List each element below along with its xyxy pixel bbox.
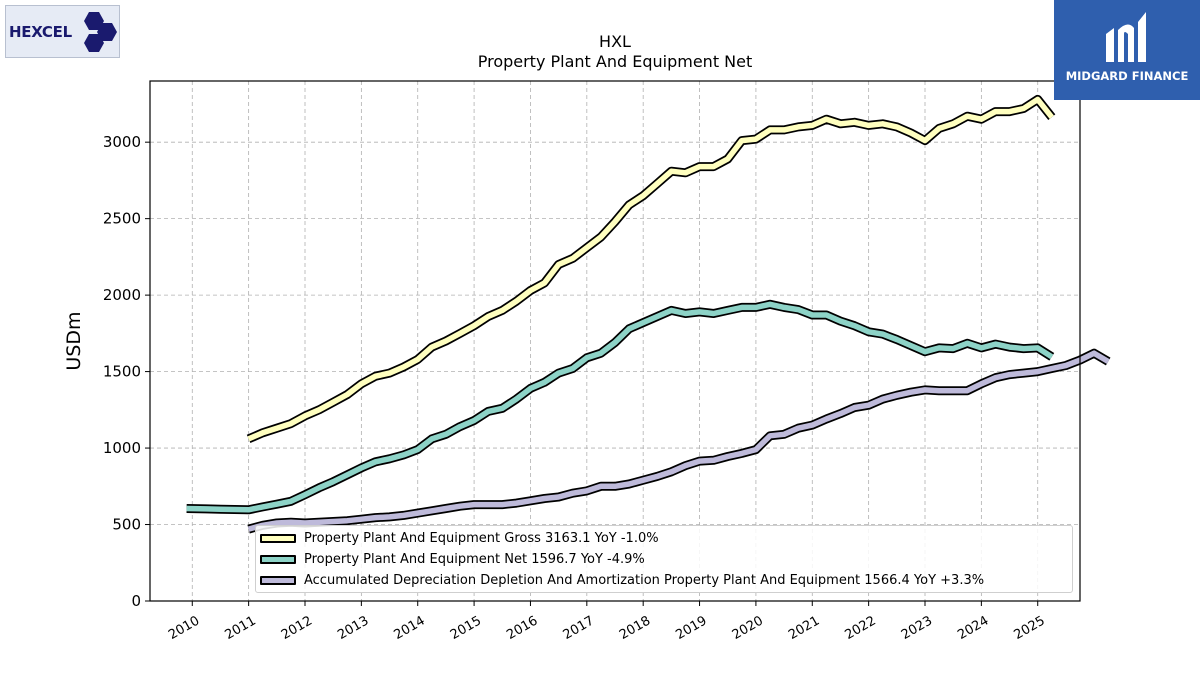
midgard-finance-logo: MIDGARD FINANCE <box>1054 0 1200 100</box>
y-tick-label: 2500 <box>103 210 141 228</box>
x-ticks: 2010 2011 2012 2013 2014 2015 2016 2017 2018 2019… <box>166 601 1048 643</box>
x-tick-label: 2023 <box>899 613 935 643</box>
legend-label: Property Plant And Equipment Net 1596.7 … <box>304 551 645 567</box>
legend-item: Accumulated Depreciation Depletion And A… <box>260 570 984 590</box>
x-tick-label: 2014 <box>392 613 428 643</box>
x-tick-label: 2016 <box>504 613 540 643</box>
series-line-2 <box>247 348 1111 534</box>
x-tick-label: 2018 <box>617 613 653 643</box>
x-tick-label: 2017 <box>561 613 597 643</box>
x-tick-label: 2012 <box>279 613 315 643</box>
hexcel-logo: HEXCEL <box>5 5 120 58</box>
y-axis-label: USDm <box>63 311 85 370</box>
y-tick-label: 3000 <box>103 133 141 151</box>
hexagon-cluster-icon <box>84 12 117 52</box>
legend-swatch-depreciation <box>260 575 296 585</box>
x-tick-label: 2011 <box>222 613 258 643</box>
legend-label: Accumulated Depreciation Depletion And A… <box>304 572 985 588</box>
y-tick-label: 1500 <box>103 363 141 381</box>
x-tick-label: 2022 <box>842 613 878 643</box>
x-tick-label: 2015 <box>448 613 484 643</box>
y-tick-label: 1000 <box>103 439 141 457</box>
chart-title-block: HXL Property Plant And Equipment Net <box>150 32 1080 72</box>
y-tick-label: 2000 <box>103 286 141 304</box>
x-tick-label: 2021 <box>786 613 822 643</box>
series-line-0 <box>246 94 1056 444</box>
series-stroke <box>247 350 1110 532</box>
legend-swatch-gross <box>260 533 296 543</box>
x-tick-label: 2024 <box>955 613 991 643</box>
y-ticks: 0 500 1000 1500 2000 2500 3000 <box>103 133 150 610</box>
plot-frame <box>149 80 1081 602</box>
x-tick-label: 2013 <box>335 613 371 643</box>
chart-title: HXL <box>599 32 631 51</box>
series-lines <box>186 94 1111 534</box>
grid <box>150 81 1080 602</box>
legend-swatch-net <box>260 554 296 564</box>
series-stroke <box>247 96 1054 442</box>
x-tick-label: 2010 <box>166 613 202 643</box>
y-tick-label: 500 <box>112 516 141 534</box>
series-stroke <box>186 301 1054 513</box>
legend: Property Plant And Equipment Gross 3163.… <box>255 525 1073 593</box>
series-line-1 <box>186 299 1055 515</box>
x-tick-label: 2020 <box>730 613 766 643</box>
x-tick-label: 2019 <box>673 613 709 643</box>
y-tick-label: 0 <box>131 592 141 610</box>
legend-item: Property Plant And Equipment Gross 3163.… <box>260 528 659 548</box>
chart-subtitle: Property Plant And Equipment Net <box>477 52 753 71</box>
midgard-mark-icon <box>1106 12 1146 63</box>
legend-item: Property Plant And Equipment Net 1596.7 … <box>260 549 645 569</box>
legend-label: Property Plant And Equipment Gross 3163.… <box>304 530 659 546</box>
hexcel-logo-text: HEXCEL <box>9 23 72 41</box>
x-tick-label: 2025 <box>1012 613 1048 643</box>
midgard-finance-logo-text: MIDGARD FINANCE <box>1065 69 1189 83</box>
